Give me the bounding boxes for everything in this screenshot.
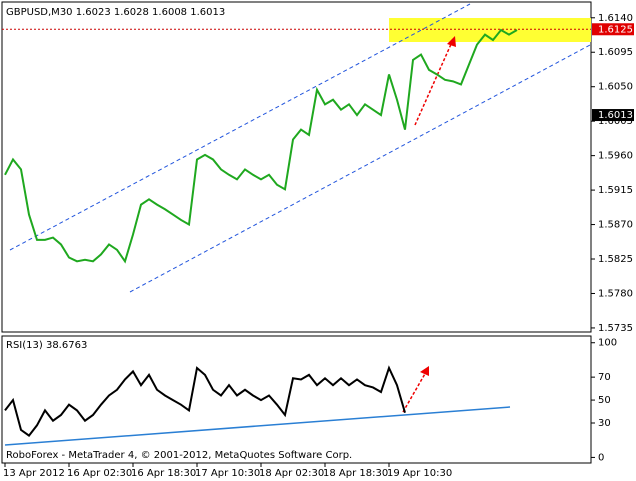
rsi-panel: [1, 335, 592, 464]
x-tick-label: 16 Apr 02:30: [67, 468, 132, 479]
channel-lower: [129, 44, 591, 293]
current-box: [592, 109, 634, 122]
forecast-arrow: [414, 41, 453, 126]
current-label: 1.6013: [598, 110, 633, 121]
panel-title: GBPUSD,M30 1.6023 1.6028 1.6008 1.6013: [6, 7, 225, 18]
y-tick-label: 1.5735: [598, 323, 633, 334]
x-tick-label: 19 Apr 10:30: [387, 468, 452, 479]
decorations: [1, 1, 592, 464]
y-tick-label: 1.5960: [598, 151, 633, 162]
price-panel: [1, 1, 592, 333]
x-tick-label: 18 Apr 02:30: [259, 468, 324, 479]
y-tick-label: 1.6005: [598, 116, 633, 127]
y-tick-label: 1.5915: [598, 185, 633, 196]
y-tick-label: 1.6050: [598, 82, 633, 93]
y-tick-label: 30: [598, 418, 611, 429]
y-tick-label: 70: [598, 372, 611, 383]
y-tick-label: 50: [598, 395, 611, 406]
y-tick-label: 1.6140: [598, 13, 633, 24]
rsi-trendline: [4, 406, 511, 446]
series-line: [4, 365, 406, 437]
footer: RoboForex - MetaTrader 4, © 2001-2012, M…: [6, 450, 352, 461]
x-tick-label: 13 Apr 2012: [3, 468, 65, 479]
level-box: [592, 23, 634, 36]
x-tick-label: 18 Apr 18:30: [323, 468, 388, 479]
y-tick-label: 1.5870: [598, 220, 633, 231]
x-tick-label: 16 Apr 18:30: [131, 468, 196, 479]
level-label: 1.6125: [598, 24, 633, 35]
y-tick-label: 1.6095: [598, 47, 633, 58]
rsi-arrow: [402, 371, 427, 413]
series-line: [4, 28, 518, 264]
arrow-head: [447, 36, 456, 47]
y-tick-label: 1.5780: [598, 288, 633, 299]
y-tick-label: 100: [598, 338, 617, 349]
x-tick-label: 17 Apr 10:30: [195, 468, 260, 479]
arrow-head: [420, 366, 429, 376]
y-tick-label: 1.5825: [598, 254, 633, 265]
panel-title: RSI(13) 38.6763: [6, 340, 87, 351]
channel-upper: [9, 3, 471, 251]
y-tick-label: 0: [598, 452, 604, 463]
